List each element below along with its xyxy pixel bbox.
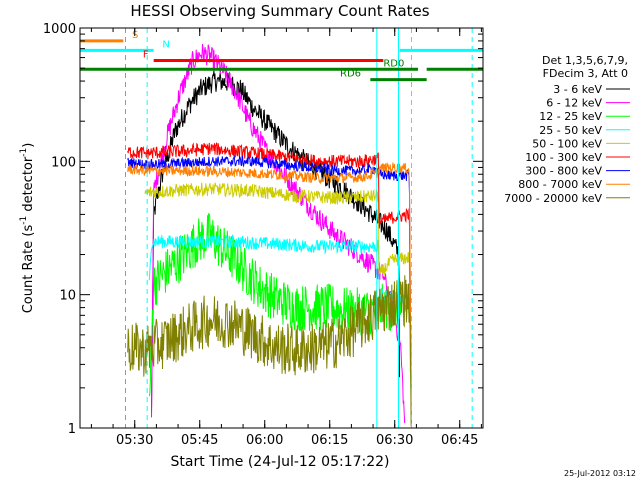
y-axis-label-sup2: -1 — [19, 148, 29, 157]
footer-date: 25-Jul-2012 03:12 — [564, 469, 636, 478]
series-line-0 — [151, 70, 400, 413]
x-tick-label-0: 05:30 — [116, 433, 153, 448]
series-line-1 — [151, 43, 406, 424]
legend-label-0: 3 - 6 keV — [553, 83, 602, 96]
x-tick-label-3: 06:15 — [311, 433, 348, 448]
flag-label-4: RD6 — [340, 69, 361, 80]
flag-label-2: F — [143, 50, 149, 61]
y-tick-label-1: 10 — [59, 289, 76, 304]
flag-label-3: RD0 — [383, 58, 404, 69]
legend-label-2: 12 - 25 keV — [539, 110, 602, 123]
series-line-7 — [127, 162, 412, 379]
x-tick-label-4: 06:30 — [376, 433, 413, 448]
x-axis-label: Start Time (24-Jul-12 05:17:22) — [170, 454, 389, 470]
y-axis-label: Count Rate (s-1 detector-1) — [19, 143, 36, 314]
flag-label-1: N — [162, 39, 169, 50]
legend-label-4: 50 - 100 keV — [532, 137, 602, 150]
chart-title: HESSI Observing Summary Count Rates — [130, 2, 429, 20]
legend-label-6: 300 - 800 keV — [525, 165, 602, 178]
x-tick-label-2: 06:00 — [246, 433, 283, 448]
series-line-6 — [127, 154, 412, 379]
legend-header-0: Det 1,3,5,6,7,9, — [542, 54, 628, 67]
x-tick-label-1: 05:45 — [181, 433, 218, 448]
series-line-2 — [148, 212, 412, 424]
series-line-5 — [127, 142, 412, 389]
plot-area: SNFRD0RD6 — [80, 28, 483, 428]
plot-frame — [79, 27, 484, 429]
legend-label-5: 100 - 300 keV — [525, 151, 602, 164]
y-tick-label-3: 1000 — [43, 22, 76, 37]
legend-label-1: 6 - 12 keV — [546, 97, 602, 110]
series-line-4 — [144, 182, 412, 402]
y-axis-label-end: ) — [21, 143, 36, 148]
legend-label-8: 7000 - 20000 keV — [504, 192, 602, 205]
axes: 05:30 05:45 06:00 06:15 06:30 06:45 1 10 100 1000 — [43, 22, 484, 448]
legend-header-1: FDecim 3, Att 0 — [543, 67, 628, 80]
y-axis-label-mid: detector — [21, 156, 36, 216]
legend-label-7: 800 - 7000 keV — [518, 178, 602, 191]
y-axis-label-sup1: -1 — [19, 216, 29, 225]
y-tick-label-2: 100 — [51, 155, 76, 170]
legend: Det 1,3,5,6,7,9,FDecim 3, Att 0 3 - 6 keV… — [504, 54, 630, 205]
y-axis-label-main: Count Rate (s — [21, 225, 36, 314]
y-tick-label-0: 1 — [68, 422, 76, 437]
series-line-8 — [127, 275, 412, 427]
legend-label-3: 25 - 50 keV — [539, 124, 602, 137]
series-line-3 — [148, 233, 412, 423]
x-tick-label-5: 06:45 — [441, 433, 478, 448]
